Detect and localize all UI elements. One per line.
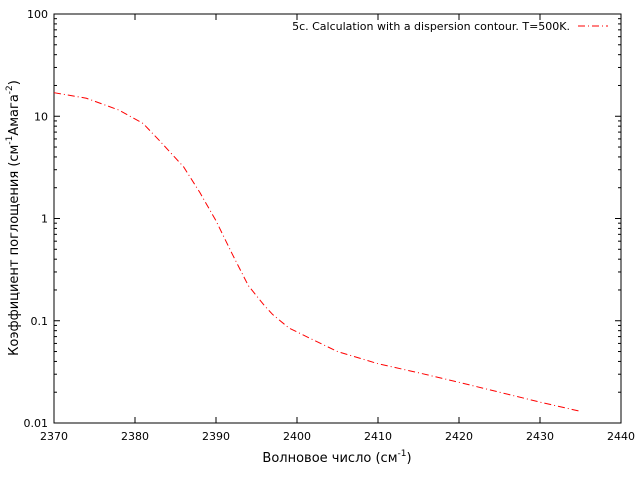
x-tick-label: 2440 [607,430,635,443]
y-axis-ticks: 0.01 0.1 1 10 100 [24,8,621,430]
x-tick-label: 2420 [445,430,473,443]
plot-frame [53,13,622,424]
y-tick-label: 1 [41,213,48,226]
x-axis-title: Волновое число (см-1) [262,449,411,466]
y-tick-label: 0.01 [24,417,49,430]
y-tick-label: 10 [34,110,48,123]
y-axis-title: Коэффициент поглощения (см-1Амага-2) [5,80,22,356]
x-axis-ticks: 2370 2380 2390 2400 2410 2420 2430 2440 [40,14,635,443]
series-line [53,92,581,412]
y-tick-label: 0.1 [31,315,49,328]
x-tick-label: 2390 [202,430,230,443]
legend: 5c. Calculation with a dispersion contou… [292,20,608,33]
series-layer [53,92,581,412]
y-tick-label: 100 [27,8,48,21]
x-tick-label: 2400 [283,430,311,443]
x-tick-label: 2410 [364,430,392,443]
x-tick-label: 2370 [40,430,68,443]
legend-label: 5c. Calculation with a dispersion contou… [292,20,570,33]
x-tick-label: 2430 [526,430,554,443]
x-tick-label: 2380 [121,430,149,443]
